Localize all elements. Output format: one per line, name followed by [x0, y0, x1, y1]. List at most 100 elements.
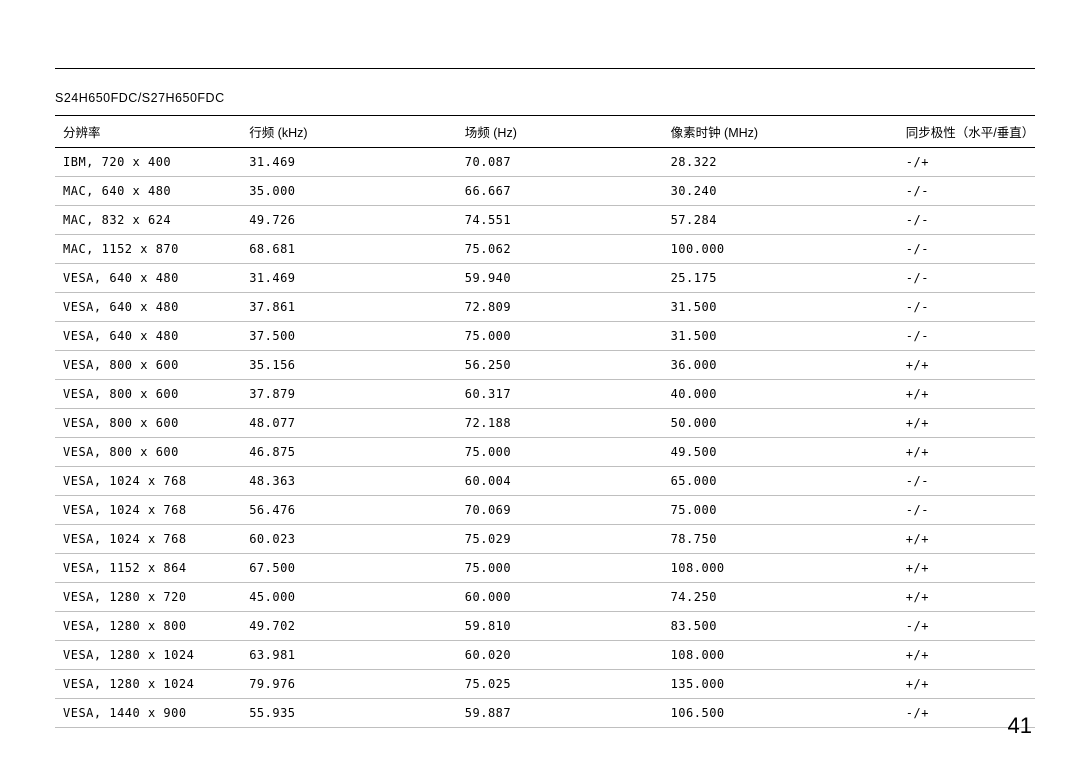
table-cell: VESA, 1024 x 768 — [55, 525, 241, 554]
table-cell: 79.976 — [241, 670, 457, 699]
table-cell: 25.175 — [663, 264, 898, 293]
table-cell: 108.000 — [663, 554, 898, 583]
page-number: 41 — [1008, 713, 1032, 739]
table-cell: +/+ — [898, 409, 1035, 438]
table-cell: VESA, 640 x 480 — [55, 293, 241, 322]
table-cell: 60.004 — [457, 467, 663, 496]
table-cell: 37.500 — [241, 322, 457, 351]
table-cell: 40.000 — [663, 380, 898, 409]
table-cell: 59.940 — [457, 264, 663, 293]
table-cell: -/+ — [898, 612, 1035, 641]
table-cell: IBM, 720 x 400 — [55, 148, 241, 177]
table-cell: -/- — [898, 467, 1035, 496]
table-cell: VESA, 1024 x 768 — [55, 496, 241, 525]
table-cell: 59.887 — [457, 699, 663, 728]
table-cell: 74.250 — [663, 583, 898, 612]
table-header: 分辨率行频 (kHz)场频 (Hz)像素时钟 (MHz)同步极性（水平/垂直） — [55, 116, 1035, 148]
table-cell: 75.062 — [457, 235, 663, 264]
table-cell: 75.025 — [457, 670, 663, 699]
table-cell: -/+ — [898, 148, 1035, 177]
table-cell: 48.363 — [241, 467, 457, 496]
table-row: MAC, 832 x 62449.72674.55157.284-/- — [55, 206, 1035, 235]
table-cell: -/- — [898, 177, 1035, 206]
table-cell: VESA, 640 x 480 — [55, 322, 241, 351]
table-row: VESA, 1280 x 102463.98160.020108.000+/+ — [55, 641, 1035, 670]
table-row: VESA, 1280 x 102479.97675.025135.000+/+ — [55, 670, 1035, 699]
table-cell: 60.317 — [457, 380, 663, 409]
table-cell: 30.240 — [663, 177, 898, 206]
table-header-row: 分辨率行频 (kHz)场频 (Hz)像素时钟 (MHz)同步极性（水平/垂直） — [55, 116, 1035, 148]
table-cell: 59.810 — [457, 612, 663, 641]
table-cell: 70.087 — [457, 148, 663, 177]
table-cell: 108.000 — [663, 641, 898, 670]
table-cell: 83.500 — [663, 612, 898, 641]
model-title: S24H650FDC/S27H650FDC — [55, 91, 1035, 105]
table-cell: 74.551 — [457, 206, 663, 235]
table-cell: VESA, 1280 x 800 — [55, 612, 241, 641]
table-body: IBM, 720 x 40031.46970.08728.322-/+MAC, … — [55, 148, 1035, 728]
table-cell: 60.020 — [457, 641, 663, 670]
table-header-cell: 同步极性（水平/垂直） — [898, 116, 1035, 148]
table-cell: 37.879 — [241, 380, 457, 409]
table-row: VESA, 1024 x 76856.47670.06975.000-/- — [55, 496, 1035, 525]
table-header-cell: 分辨率 — [55, 116, 241, 148]
timing-table: 分辨率行频 (kHz)场频 (Hz)像素时钟 (MHz)同步极性（水平/垂直） … — [55, 115, 1035, 728]
table-cell: VESA, 800 x 600 — [55, 438, 241, 467]
table-row: VESA, 1024 x 76848.36360.00465.000-/- — [55, 467, 1035, 496]
table-cell: VESA, 800 x 600 — [55, 409, 241, 438]
table-cell: 135.000 — [663, 670, 898, 699]
table-cell: VESA, 1440 x 900 — [55, 699, 241, 728]
table-header-cell: 行频 (kHz) — [241, 116, 457, 148]
table-cell: 35.000 — [241, 177, 457, 206]
table-cell: 36.000 — [663, 351, 898, 380]
table-cell: 46.875 — [241, 438, 457, 467]
table-cell: VESA, 640 x 480 — [55, 264, 241, 293]
table-cell: 106.500 — [663, 699, 898, 728]
table-cell: 67.500 — [241, 554, 457, 583]
table-row: VESA, 1280 x 72045.00060.00074.250+/+ — [55, 583, 1035, 612]
table-cell: +/+ — [898, 438, 1035, 467]
table-cell: VESA, 1280 x 1024 — [55, 641, 241, 670]
table-cell: 72.809 — [457, 293, 663, 322]
table-cell: +/+ — [898, 670, 1035, 699]
table-row: VESA, 800 x 60048.07772.18850.000+/+ — [55, 409, 1035, 438]
table-row: VESA, 1152 x 86467.50075.000108.000+/+ — [55, 554, 1035, 583]
table-cell: +/+ — [898, 525, 1035, 554]
table-cell: -/- — [898, 235, 1035, 264]
table-cell: 75.000 — [457, 438, 663, 467]
table-cell: MAC, 832 x 624 — [55, 206, 241, 235]
table-row: VESA, 1280 x 80049.70259.81083.500-/+ — [55, 612, 1035, 641]
table-cell: 70.069 — [457, 496, 663, 525]
table-row: VESA, 640 x 48031.46959.94025.175-/- — [55, 264, 1035, 293]
table-cell: 37.861 — [241, 293, 457, 322]
table-cell: VESA, 1152 x 864 — [55, 554, 241, 583]
table-row: VESA, 1024 x 76860.02375.02978.750+/+ — [55, 525, 1035, 554]
table-cell: VESA, 1280 x 720 — [55, 583, 241, 612]
table-cell: 28.322 — [663, 148, 898, 177]
table-row: VESA, 800 x 60035.15656.25036.000+/+ — [55, 351, 1035, 380]
table-row: VESA, 640 x 48037.50075.00031.500-/- — [55, 322, 1035, 351]
table-cell: 56.250 — [457, 351, 663, 380]
table-cell: VESA, 800 x 600 — [55, 351, 241, 380]
table-cell: 31.469 — [241, 264, 457, 293]
table-cell: 31.500 — [663, 293, 898, 322]
table-cell: 49.726 — [241, 206, 457, 235]
table-cell: 75.000 — [457, 554, 663, 583]
table-header-cell: 场频 (Hz) — [457, 116, 663, 148]
table-cell: VESA, 1024 x 768 — [55, 467, 241, 496]
table-cell: +/+ — [898, 583, 1035, 612]
table-cell: 48.077 — [241, 409, 457, 438]
table-cell: 65.000 — [663, 467, 898, 496]
table-cell: VESA, 1280 x 1024 — [55, 670, 241, 699]
table-cell: 31.500 — [663, 322, 898, 351]
table-cell: 60.000 — [457, 583, 663, 612]
table-cell: MAC, 1152 x 870 — [55, 235, 241, 264]
table-cell: -/- — [898, 293, 1035, 322]
table-cell: 49.702 — [241, 612, 457, 641]
table-cell: 75.029 — [457, 525, 663, 554]
table-row: VESA, 800 x 60037.87960.31740.000+/+ — [55, 380, 1035, 409]
table-cell: -/- — [898, 206, 1035, 235]
table-cell: 75.000 — [663, 496, 898, 525]
table-cell: 100.000 — [663, 235, 898, 264]
table-row: MAC, 640 x 48035.00066.66730.240-/- — [55, 177, 1035, 206]
